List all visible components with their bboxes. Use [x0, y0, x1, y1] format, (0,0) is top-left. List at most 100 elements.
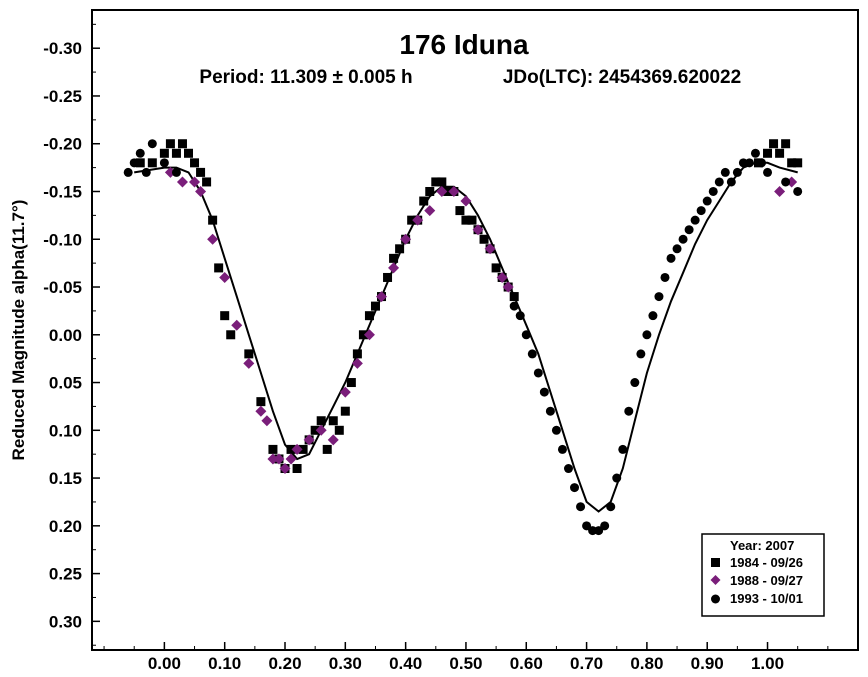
data-point-square — [256, 397, 266, 407]
data-point-square — [437, 177, 447, 187]
data-point-diamond — [351, 357, 363, 369]
data-point-circle — [129, 158, 139, 168]
data-point-diamond — [376, 291, 388, 303]
y-tick-label: 0.10 — [49, 421, 82, 440]
data-point-diamond — [472, 224, 484, 236]
legend-title: Year: 2007 — [730, 538, 794, 553]
data-point-circle — [563, 464, 573, 474]
data-point-diamond — [339, 386, 351, 398]
y-tick-label: 0.30 — [49, 612, 82, 631]
data-point-circle — [551, 425, 561, 435]
data-point-diamond — [207, 233, 219, 245]
y-tick-label: -0.20 — [43, 135, 82, 154]
data-point-square — [268, 444, 278, 454]
data-point-square — [202, 177, 212, 187]
data-point-diamond — [363, 329, 375, 341]
data-point-circle — [618, 444, 628, 454]
data-point-square — [775, 148, 785, 158]
y-tick-label: 0.15 — [49, 469, 82, 488]
legend-entry-1984: 1984 - 09/26 — [730, 555, 803, 570]
data-point-square — [226, 330, 236, 340]
data-point-square — [340, 406, 350, 416]
y-tick-label: 0.05 — [49, 374, 82, 393]
data-point-square — [328, 416, 338, 426]
data-point-diamond — [189, 176, 201, 188]
data-point-diamond — [255, 405, 267, 417]
data-point-diamond — [774, 185, 786, 197]
series-1993-10-01 — [123, 139, 803, 536]
data-point-square — [787, 158, 797, 168]
data-point-diamond — [261, 415, 273, 427]
data-point-square — [793, 158, 803, 168]
data-point-circle — [600, 521, 610, 531]
x-tick-label: 1.00 — [751, 654, 784, 673]
data-point-circle — [624, 406, 634, 416]
data-point-square — [220, 311, 230, 321]
x-axis: 0.00 0.10 0.20 0.30 0.40 0.50 0.60 0.70 0.80 0.90… — [103, 642, 829, 673]
data-point-square — [425, 186, 435, 196]
data-point-square — [310, 425, 320, 435]
series-1988-09-27 — [164, 166, 798, 475]
data-point-square — [769, 139, 779, 149]
x-tick-label: 0.40 — [389, 654, 422, 673]
data-point-circle — [123, 167, 133, 177]
data-point-circle — [660, 272, 670, 282]
data-point-circle — [684, 225, 694, 235]
data-point-diamond — [273, 453, 285, 465]
data-point-square — [407, 215, 417, 225]
data-point-square — [431, 177, 441, 187]
data-point-circle — [515, 311, 525, 321]
series-1984-09-26 — [135, 139, 803, 474]
data-point-square — [395, 244, 405, 254]
x-tick-label: 0.20 — [268, 654, 301, 673]
data-point-circle — [557, 444, 567, 454]
data-point-circle — [756, 158, 766, 168]
y-tick-label: 0.25 — [49, 565, 82, 584]
data-point-circle — [509, 301, 519, 311]
legend-entry-1993: 1993 - 10/01 — [730, 591, 803, 606]
data-point-square — [196, 167, 206, 177]
data-point-circle — [648, 311, 658, 321]
data-point-circle — [147, 139, 157, 149]
data-point-circle — [141, 167, 151, 177]
data-point-circle — [521, 330, 531, 340]
data-point-diamond — [448, 185, 460, 197]
data-point-square — [190, 158, 200, 168]
y-tick-label: 0.20 — [49, 517, 82, 536]
data-point-square — [135, 158, 145, 168]
data-point-circle — [570, 483, 580, 493]
data-point-circle — [720, 167, 730, 177]
x-tick-label: 0.30 — [329, 654, 362, 673]
data-point-square — [214, 263, 224, 273]
chart-subtitle-epoch: JDo(LTC): 2454369.620022 — [503, 67, 741, 88]
data-point-diamond — [303, 434, 315, 446]
data-point-circle — [545, 406, 555, 416]
data-point-square — [159, 148, 169, 158]
data-point-circle — [744, 158, 754, 168]
data-point-circle — [636, 349, 646, 359]
chart-subtitle-period: Period: 11.309 ± 0.005 h — [199, 67, 412, 88]
y-tick-label: 0.00 — [49, 326, 82, 345]
data-point-diamond — [502, 281, 514, 293]
data-point-circle — [135, 148, 145, 158]
data-point-circle — [171, 167, 181, 177]
data-point-square — [346, 378, 356, 388]
data-point-diamond — [412, 214, 424, 226]
data-point-square — [763, 148, 773, 158]
data-point-diamond — [285, 453, 297, 465]
fit-curve-layer — [134, 161, 798, 513]
legend: Year: 2007 1984 - 09/26 1988 - 09/27 199… — [701, 533, 825, 617]
data-point-square — [334, 425, 344, 435]
data-point-diamond — [176, 176, 188, 188]
data-point-circle — [642, 330, 652, 340]
data-point-square — [208, 215, 218, 225]
y-tick-label: -0.10 — [43, 230, 82, 249]
data-point-circle — [678, 234, 688, 244]
y-tick-label: -0.30 — [43, 39, 82, 58]
data-point-square — [479, 234, 489, 244]
data-point-square — [352, 349, 362, 359]
data-point-square — [419, 196, 429, 206]
data-point-circle — [702, 196, 712, 206]
data-point-square — [147, 158, 157, 168]
